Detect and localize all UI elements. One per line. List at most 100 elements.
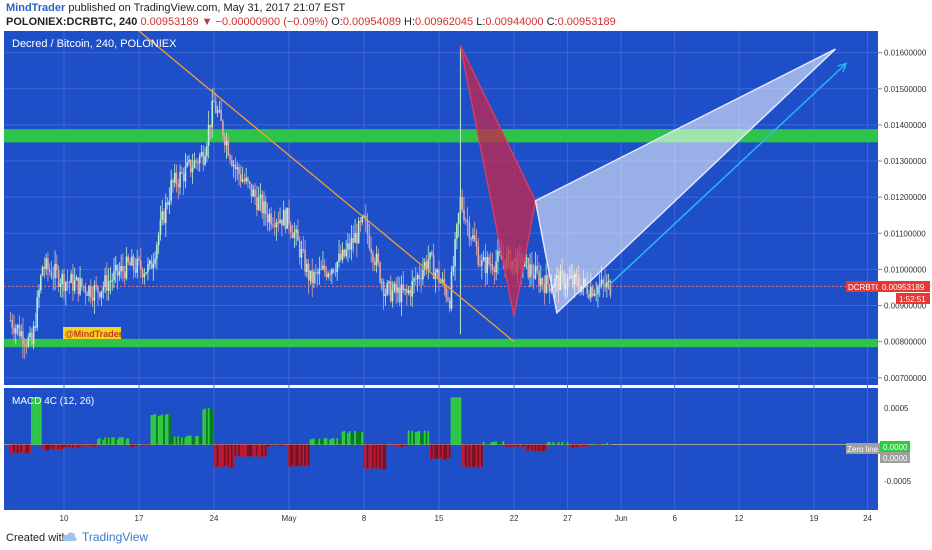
macd-value-tags: Zero line 0.0000 0.0000 — [846, 441, 910, 463]
candle-body — [409, 290, 412, 297]
macd-bar — [266, 444, 269, 447]
macd-bar — [547, 442, 549, 445]
candle-body — [298, 240, 301, 258]
macd-bar — [443, 444, 446, 460]
y-tick-label: 0.01100000 — [884, 229, 926, 238]
candle-body — [207, 124, 210, 146]
candle-body — [139, 260, 142, 270]
macd-bar — [86, 444, 89, 449]
macd-bar — [22, 444, 24, 454]
macd-bar — [539, 444, 542, 452]
candle-body — [239, 174, 242, 182]
macd-bar — [197, 435, 199, 445]
candle-body — [488, 256, 490, 265]
y-tick-label: 0.00900000 — [884, 302, 927, 311]
macd-bar — [79, 444, 81, 449]
macd-bar — [480, 444, 483, 467]
x-tick-label: 19 — [810, 514, 819, 523]
macd-bar — [50, 444, 53, 450]
candle-body — [600, 279, 603, 285]
target-arrow-head — [837, 62, 848, 73]
candle-body — [97, 286, 99, 293]
candle-body — [213, 100, 215, 102]
x-tick-label: 10 — [60, 514, 69, 523]
y-tick-label: 0.01300000 — [884, 157, 927, 166]
candle-body — [66, 282, 69, 284]
macd-bar — [127, 438, 130, 445]
candle-body — [529, 264, 531, 278]
target-arrow-line — [609, 62, 847, 285]
macd-bar — [573, 444, 576, 448]
candle-body — [363, 215, 365, 217]
down-arrow-icon: ▼ — [201, 16, 213, 28]
macd-bar — [125, 438, 128, 445]
candle-body — [302, 249, 305, 251]
candle-body — [13, 327, 15, 334]
candle-body — [27, 337, 30, 346]
macd-bar — [397, 444, 399, 448]
candle-body — [150, 260, 153, 269]
candle-body — [475, 241, 478, 247]
macd-bar — [386, 444, 389, 446]
macd-bar — [605, 442, 608, 445]
candle-body — [486, 256, 489, 274]
macd-bar — [534, 444, 537, 452]
macd-bar — [284, 444, 287, 446]
candle-body — [548, 284, 551, 292]
macd-bar — [575, 444, 578, 447]
macd-bar — [497, 441, 499, 445]
close-value: 0.00953189 — [557, 16, 616, 28]
candle-body — [113, 270, 115, 281]
candle-body — [347, 243, 349, 250]
candle-body — [381, 281, 383, 283]
macd-bar — [280, 444, 283, 446]
macd-bar — [329, 439, 331, 445]
candle-body — [227, 140, 230, 156]
candle-body — [241, 179, 244, 182]
footer: Created with TradingView — [0, 528, 932, 550]
macd-y-tick-label: 0.0005 — [884, 404, 909, 413]
macd-bar — [322, 439, 324, 445]
macd-bar — [330, 438, 333, 445]
candle-body — [297, 229, 299, 241]
candle-body — [16, 324, 19, 329]
candle-body — [336, 261, 339, 273]
macd-bar — [66, 444, 69, 448]
candle-body — [231, 159, 233, 166]
candle-body — [282, 209, 285, 226]
author-link[interactable]: MindTrader — [6, 2, 66, 14]
macd-bar — [532, 444, 535, 452]
candle-body — [414, 278, 417, 280]
macd-bar — [102, 439, 105, 445]
candle-body — [525, 257, 528, 259]
macd-bar — [305, 444, 308, 467]
candle-body — [598, 284, 601, 287]
macd-bar — [491, 441, 494, 445]
macd-bar — [493, 441, 496, 445]
candle-body — [386, 283, 389, 295]
macd-bar — [111, 437, 114, 445]
candle-body — [595, 293, 597, 295]
candle-body — [273, 225, 276, 228]
candle-body — [189, 159, 192, 173]
tradingview-logo[interactable]: TradingView — [62, 530, 148, 544]
candle-body — [91, 297, 94, 301]
candle-body — [145, 272, 147, 274]
macd-bar — [580, 444, 583, 448]
macd-bar — [205, 408, 208, 445]
macd-bar — [541, 444, 544, 452]
candle-body — [429, 252, 431, 260]
candle-body — [63, 273, 65, 291]
candle-body — [343, 249, 346, 256]
macd-bar — [247, 444, 249, 457]
macd-bar — [70, 444, 73, 449]
macd-bar — [170, 416, 173, 445]
macd-bar — [48, 444, 51, 449]
macd-bar — [530, 444, 533, 451]
macd-bar — [368, 444, 371, 470]
candle-body — [68, 282, 71, 284]
y-tick-label: 0.01500000 — [884, 85, 927, 94]
macd-bar — [148, 444, 151, 446]
x-tick-label: 22 — [510, 514, 519, 523]
